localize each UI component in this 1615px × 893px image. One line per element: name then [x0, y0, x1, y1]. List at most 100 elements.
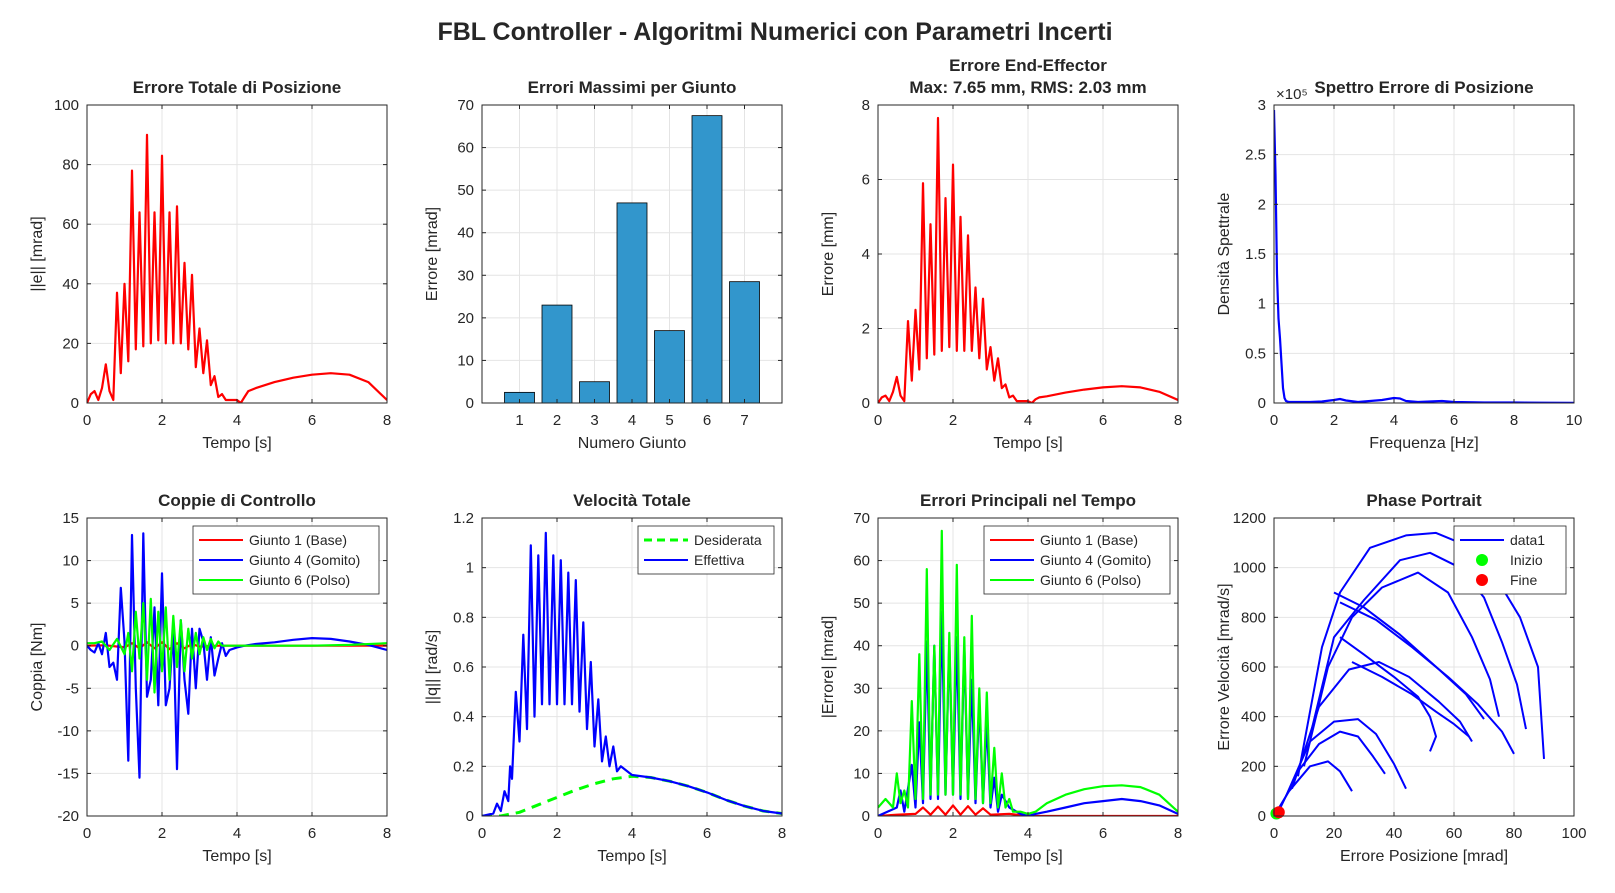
y-tick-label: 8 — [862, 97, 870, 114]
y-tick-label: 1.2 — [453, 510, 474, 527]
bar-2 — [541, 304, 573, 403]
y-tick-label: 0 — [466, 395, 474, 412]
x-tick-label: 10 — [1566, 412, 1583, 429]
y-tick-label: 20 — [853, 723, 870, 740]
x-tick-label: 1 — [515, 412, 523, 429]
data-layer — [878, 116, 1178, 403]
x-axis-label: Tempo [s] — [202, 848, 271, 865]
y-tick-label: 30 — [457, 267, 474, 284]
y-tick-label: 0.2 — [453, 758, 474, 775]
x-axis-label: Frequenza [Hz] — [1369, 435, 1478, 452]
legend-label: Inizio — [1510, 552, 1543, 568]
y-tick-label: 50 — [853, 595, 870, 612]
x-tick-label: 0 — [83, 825, 91, 842]
x-tick-label: 6 — [308, 825, 316, 842]
y-tick-label: 1200 — [1233, 510, 1266, 527]
chart-p7: 0 2 4 6 8 0 10 20 30 40 50 60 70 Errori Principali ne… — [820, 491, 1182, 865]
legend-label: Giunto 1 (Base) — [249, 532, 347, 548]
x-tick-label: 100 — [1561, 825, 1586, 842]
y-tick-label: 1.5 — [1245, 246, 1266, 263]
plot-title: Coppie di Controllo — [158, 491, 316, 510]
y-tick-label: 0.8 — [453, 609, 474, 626]
y-tick-label: -5 — [66, 680, 79, 697]
x-axis-label: Tempo [s] — [993, 848, 1062, 865]
bar-1 — [504, 391, 535, 403]
series-marker-fine — [1272, 806, 1285, 819]
x-axis-label: Tempo [s] — [993, 435, 1062, 452]
y-tick-label: 2.5 — [1245, 147, 1266, 164]
x-tick-label: 7 — [740, 412, 748, 429]
x-tick-label: 0 — [1270, 412, 1278, 429]
y-axis-label: Coppia [Nm] — [29, 623, 46, 712]
y-tick-label: 1 — [1258, 296, 1266, 313]
x-tick-label: 60 — [1446, 825, 1463, 842]
x-tick-label: 6 — [1450, 412, 1458, 429]
y-axis-label: ||e|| [mrad] — [29, 216, 46, 291]
series-line-1 — [87, 133, 387, 403]
series-line-1 — [878, 116, 1178, 403]
y-axis-label: Densità Spettrale — [1216, 193, 1233, 316]
series-line-1 — [1274, 109, 1574, 403]
x-tick-label: 6 — [1099, 412, 1107, 429]
y-axis-label: Errore [mm] — [820, 212, 837, 296]
series-line-segment — [1297, 531, 1545, 777]
y-tick-label: 100 — [54, 97, 79, 114]
x-tick-label: 0 — [478, 825, 486, 842]
x-axis-label: Numero Giunto — [578, 435, 687, 452]
x-tick-label: 0 — [1270, 825, 1278, 842]
data-layer — [504, 115, 760, 403]
series-line-1 — [878, 804, 1178, 816]
y-tick-label: 0 — [1258, 395, 1266, 412]
y-tick-label: 1 — [466, 560, 474, 577]
x-axis-label: Tempo [s] — [597, 848, 666, 865]
x-tick-label: 20 — [1326, 825, 1343, 842]
plot-title: Errore Totale di Posizione — [133, 78, 341, 97]
x-tick-label: 80 — [1506, 825, 1523, 842]
y-tick-label: 70 — [457, 97, 474, 114]
x-tick-label: 6 — [703, 412, 711, 429]
plot-title: Errori Massimi per Giunto — [528, 78, 737, 97]
y-tick-label: 40 — [457, 225, 474, 242]
y-tick-label: -15 — [57, 765, 79, 782]
data-layer — [1274, 531, 1545, 816]
y-tick-label: 2 — [862, 321, 870, 338]
y-tick-label: 30 — [853, 680, 870, 697]
x-tick-label: 8 — [383, 825, 391, 842]
y-tick-label: 0 — [862, 395, 870, 412]
series-line-segment — [1339, 636, 1437, 752]
y-tick-label: -20 — [57, 808, 79, 825]
data-layer — [482, 531, 782, 816]
x-tick-label: 40 — [1386, 825, 1403, 842]
legend-label: data1 — [1510, 532, 1545, 548]
y-tick-label: 5 — [71, 595, 79, 612]
y-tick-label: 40 — [62, 276, 79, 293]
x-tick-label: 0 — [874, 825, 882, 842]
chart-p5: 0 2 4 6 8 -20 -15 -10 -5 0 5 10 15 Coppie di Controll… — [29, 491, 391, 865]
x-tick-label: 4 — [233, 825, 241, 842]
y-tick-label: 4 — [862, 246, 870, 263]
y-axis-label: |Errore| [mrad] — [820, 616, 837, 719]
legend: Desiderata Effettiva — [637, 525, 775, 575]
y-tick-label: 60 — [457, 140, 474, 157]
bar-3 — [579, 381, 610, 403]
y-tick-label: 70 — [853, 510, 870, 527]
plot-title: Spettro Errore di Posizione — [1314, 78, 1533, 97]
series-line-segment — [1309, 551, 1527, 737]
y-tick-label: 200 — [1241, 758, 1266, 775]
x-tick-label: 6 — [1099, 825, 1107, 842]
y-tick-label: 0 — [1258, 808, 1266, 825]
chart-p3: 0 2 4 6 8 0 2 4 6 8 Errore End-Effector Max: 7.65 m… — [820, 56, 1182, 452]
y-tick-label: 400 — [1241, 709, 1266, 726]
series-line-segment — [1303, 571, 1500, 767]
chart-p4: 0 2 4 6 8 10 0 0.5 1 1.5 2 2.5 3 ×10⁵ Spettro Errore d… — [1216, 78, 1582, 452]
y-tick-label: 0.5 — [1245, 345, 1266, 362]
y-tick-label: 600 — [1241, 659, 1266, 676]
x-tick-label: 2 — [949, 825, 957, 842]
y-tick-label: 20 — [457, 310, 474, 327]
y-tick-label: 0 — [71, 638, 79, 655]
x-tick-label: 2 — [949, 412, 957, 429]
x-tick-label: 8 — [1510, 412, 1518, 429]
data-layer — [87, 532, 387, 779]
